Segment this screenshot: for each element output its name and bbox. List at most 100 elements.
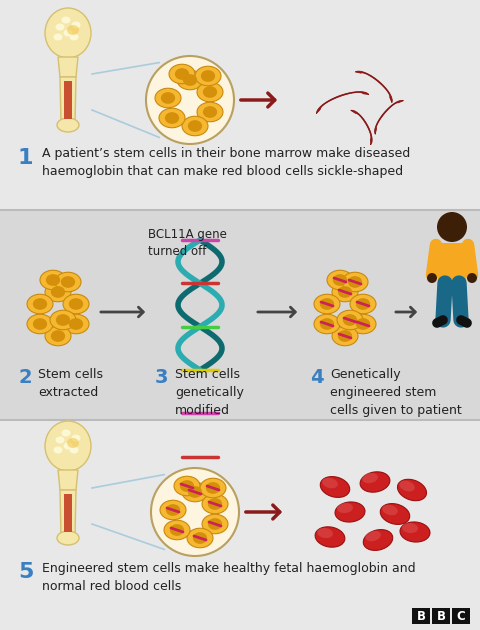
Ellipse shape bbox=[183, 74, 197, 86]
Ellipse shape bbox=[202, 495, 228, 513]
Polygon shape bbox=[355, 71, 392, 103]
Ellipse shape bbox=[356, 318, 370, 330]
Ellipse shape bbox=[380, 503, 410, 524]
Ellipse shape bbox=[320, 476, 350, 498]
Ellipse shape bbox=[197, 102, 223, 122]
Ellipse shape bbox=[165, 112, 179, 124]
Ellipse shape bbox=[188, 120, 202, 132]
Ellipse shape bbox=[45, 326, 71, 346]
Ellipse shape bbox=[33, 318, 47, 330]
Ellipse shape bbox=[67, 438, 79, 448]
Ellipse shape bbox=[360, 472, 390, 492]
Bar bbox=[0, 420, 480, 630]
Text: B: B bbox=[417, 609, 425, 622]
Ellipse shape bbox=[315, 527, 345, 547]
Text: 2: 2 bbox=[18, 368, 32, 387]
Ellipse shape bbox=[206, 482, 220, 494]
Ellipse shape bbox=[160, 500, 186, 520]
Ellipse shape bbox=[40, 270, 66, 290]
Ellipse shape bbox=[333, 274, 347, 286]
Ellipse shape bbox=[317, 528, 333, 538]
Ellipse shape bbox=[320, 318, 334, 330]
Text: BCL11A gene
turned off: BCL11A gene turned off bbox=[148, 228, 227, 258]
Text: 1: 1 bbox=[18, 148, 34, 168]
Ellipse shape bbox=[57, 531, 79, 545]
Ellipse shape bbox=[27, 294, 53, 314]
Ellipse shape bbox=[72, 21, 81, 28]
Ellipse shape bbox=[45, 282, 71, 302]
Ellipse shape bbox=[182, 482, 208, 501]
Ellipse shape bbox=[337, 503, 353, 513]
Text: 4: 4 bbox=[310, 368, 324, 387]
Ellipse shape bbox=[164, 520, 190, 540]
Text: Genetically
engineered stem
cells given to patient: Genetically engineered stem cells given … bbox=[330, 368, 462, 417]
Ellipse shape bbox=[53, 33, 62, 40]
Polygon shape bbox=[60, 490, 76, 536]
Ellipse shape bbox=[195, 66, 221, 86]
Ellipse shape bbox=[197, 83, 223, 102]
Ellipse shape bbox=[356, 298, 370, 310]
Ellipse shape bbox=[33, 298, 47, 310]
Ellipse shape bbox=[55, 272, 81, 292]
Ellipse shape bbox=[61, 16, 71, 23]
Text: Stem cells
extracted: Stem cells extracted bbox=[38, 368, 103, 399]
Ellipse shape bbox=[365, 530, 381, 541]
Circle shape bbox=[437, 212, 467, 242]
Ellipse shape bbox=[69, 298, 83, 310]
Ellipse shape bbox=[63, 314, 89, 334]
Ellipse shape bbox=[61, 276, 75, 288]
Polygon shape bbox=[374, 100, 404, 134]
Ellipse shape bbox=[327, 270, 353, 290]
Ellipse shape bbox=[338, 286, 352, 298]
Ellipse shape bbox=[56, 23, 64, 30]
Ellipse shape bbox=[188, 486, 202, 498]
Ellipse shape bbox=[51, 330, 65, 342]
Ellipse shape bbox=[320, 298, 334, 310]
Ellipse shape bbox=[61, 430, 71, 437]
Text: 3: 3 bbox=[155, 368, 168, 387]
Ellipse shape bbox=[53, 447, 62, 454]
Circle shape bbox=[151, 468, 239, 556]
Polygon shape bbox=[58, 470, 78, 490]
Bar bbox=[0, 0, 480, 210]
Ellipse shape bbox=[400, 522, 430, 542]
Ellipse shape bbox=[348, 276, 362, 288]
Ellipse shape bbox=[166, 504, 180, 516]
Ellipse shape bbox=[72, 435, 81, 442]
Text: C: C bbox=[456, 609, 466, 622]
Ellipse shape bbox=[174, 476, 200, 496]
Ellipse shape bbox=[362, 473, 378, 483]
Ellipse shape bbox=[56, 314, 70, 326]
Ellipse shape bbox=[159, 108, 185, 128]
Ellipse shape bbox=[180, 480, 194, 492]
Ellipse shape bbox=[193, 532, 207, 544]
Ellipse shape bbox=[69, 318, 83, 330]
Ellipse shape bbox=[338, 330, 352, 342]
Ellipse shape bbox=[382, 505, 398, 515]
Ellipse shape bbox=[203, 86, 217, 98]
Ellipse shape bbox=[399, 481, 415, 491]
Ellipse shape bbox=[70, 447, 79, 454]
Ellipse shape bbox=[177, 71, 203, 89]
Ellipse shape bbox=[208, 498, 222, 510]
Ellipse shape bbox=[63, 294, 89, 314]
Ellipse shape bbox=[203, 106, 217, 118]
Ellipse shape bbox=[70, 33, 79, 40]
Circle shape bbox=[467, 273, 477, 283]
Ellipse shape bbox=[175, 68, 189, 80]
Ellipse shape bbox=[332, 326, 358, 346]
Ellipse shape bbox=[201, 70, 215, 82]
Polygon shape bbox=[60, 77, 76, 123]
Ellipse shape bbox=[182, 117, 208, 135]
Polygon shape bbox=[64, 81, 72, 119]
Ellipse shape bbox=[187, 528, 213, 547]
Ellipse shape bbox=[200, 478, 226, 498]
Polygon shape bbox=[58, 57, 78, 77]
Ellipse shape bbox=[314, 314, 340, 334]
Text: B: B bbox=[436, 609, 445, 622]
Ellipse shape bbox=[170, 524, 184, 536]
Ellipse shape bbox=[63, 442, 72, 449]
FancyBboxPatch shape bbox=[452, 608, 470, 624]
Ellipse shape bbox=[56, 437, 64, 444]
Ellipse shape bbox=[332, 282, 358, 302]
